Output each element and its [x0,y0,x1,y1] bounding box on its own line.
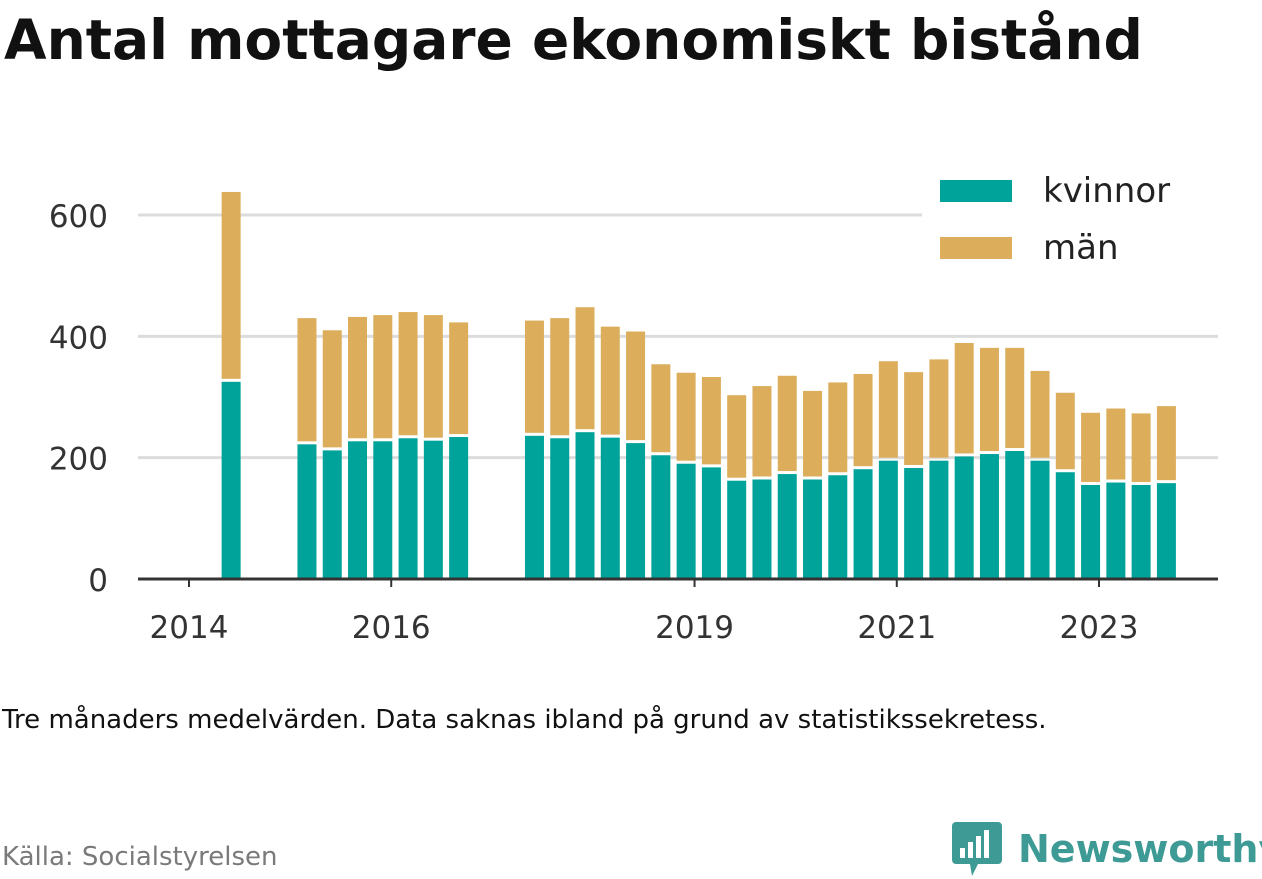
axes: 0 200 400 600 2014 2016 2019 2021 2023 [49,199,1218,646]
bar-kvinnor [676,463,696,579]
bar-kvinnor [853,469,873,579]
y-tick-label: 0 [88,563,108,599]
y-tick-label: 400 [49,320,108,356]
bar-man [1131,413,1151,482]
source-label: Källa: Socialstyrelsen [2,842,278,872]
bar-man [929,359,949,458]
chart-note: Tre månaders medelvärden. Data saknas ib… [2,705,1047,735]
bar-kvinnor [954,456,974,579]
bar-kvinnor [803,479,823,579]
bar-kvinnor [1106,482,1126,579]
bar-man [449,322,469,435]
legend-swatch-man [940,237,1012,259]
bar-kvinnor [878,460,898,579]
bar-kvinnor [322,450,342,579]
bar-kvinnor [701,467,721,579]
bar-man [979,347,999,452]
bar-kvinnor [1131,484,1151,579]
bar-kvinnor [651,455,671,579]
bar-kvinnor [348,441,368,579]
bar-kvinnor [297,444,317,579]
bar-kvinnor [1156,483,1176,579]
bar-kvinnor [1005,450,1025,579]
bar-man [1005,347,1025,448]
bar-kvinnor [575,432,595,579]
chart-title: Antal mottagare ekonomiskt bistånd [4,8,1143,72]
brand-name: Newsworthy [1018,827,1262,871]
legend-label-kvinnor: kvinnor [1043,171,1170,211]
bar-man [904,372,924,465]
bar-man [1030,370,1050,458]
bar-kvinnor [423,440,443,579]
bar-kvinnor [626,443,646,579]
bar-man [1156,406,1176,481]
bar-man [878,361,898,458]
bar-kvinnor [398,438,418,579]
bar-kvinnor [449,437,469,579]
bar-kvinnor [550,438,570,579]
legend-swatch-kvinnor [940,180,1012,202]
bar-man [828,382,848,473]
legend-label-man: män [1043,228,1119,268]
bar-man [1081,412,1101,482]
bar-kvinnor [727,480,747,579]
legend: kvinnor män [922,160,1218,280]
bar-man [651,364,671,453]
bar-man [524,320,544,433]
bar-kvinnor [524,435,544,579]
bar-kvinnor [752,479,772,579]
chart-svg: 0 200 400 600 2014 2016 2019 2021 2023 kvinnor m… [48,160,1218,646]
x-tick-label: 2023 [1060,610,1139,646]
x-tick-label: 2016 [352,610,431,646]
bar-man [322,330,342,448]
bar-man [550,318,570,436]
x-tick-label: 2021 [857,610,936,646]
bar-kvinnor [600,437,620,579]
bar-man [423,315,443,438]
bar-man [752,386,772,477]
bar-man [727,395,747,478]
bar-man [575,307,595,430]
bar-man [777,375,797,472]
bar-man [676,372,696,461]
bar-man [297,318,317,442]
bar-kvinnor [777,474,797,579]
bar-man [398,312,418,436]
bar-kvinnor [1030,460,1050,579]
bar-man [853,373,873,467]
bar-man [373,315,393,439]
bar-kvinnor [1055,472,1075,579]
bar-man [803,390,823,477]
newsworthy-logo-icon [952,822,1002,876]
bar-kvinnor [929,460,949,579]
bar-man [701,376,721,465]
bar-man [221,191,241,379]
bar-kvinnor [979,454,999,579]
bar-man [954,343,974,454]
bar-man [1106,408,1126,480]
bar-man [348,316,368,439]
bar-kvinnor [828,475,848,579]
bar-man [1055,392,1075,470]
bar-man [626,331,646,441]
x-tick-label: 2019 [655,610,734,646]
y-tick-label: 200 [49,442,108,478]
bar-man [600,326,620,435]
y-tick-label: 600 [49,199,108,235]
bar-kvinnor [373,441,393,579]
x-tick-label: 2014 [150,610,229,646]
bar-kvinnor [221,381,241,579]
bars [221,191,1176,579]
bar-kvinnor [1081,484,1101,579]
bar-kvinnor [904,467,924,579]
brand-logo: Newsworthy [950,820,1262,878]
